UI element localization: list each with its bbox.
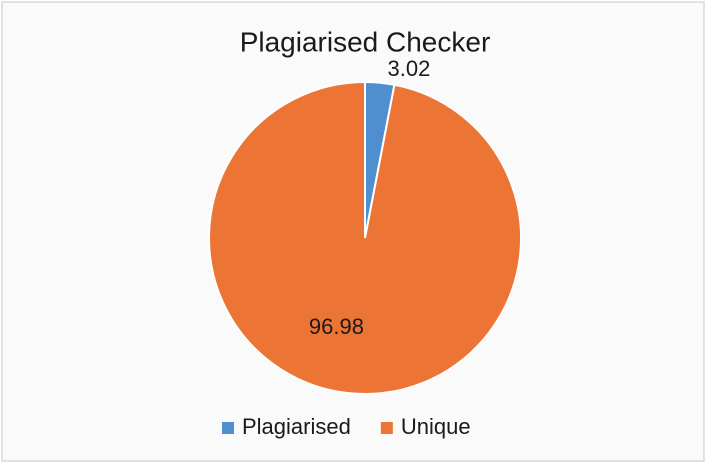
data-label: 3.02 <box>388 56 431 81</box>
pie-slice <box>208 80 522 395</box>
legend-label: Unique <box>401 414 471 439</box>
data-label: 96.98 <box>309 314 364 339</box>
legend-swatch <box>380 422 393 434</box>
legend-swatch <box>222 422 234 434</box>
legend-label: Plagiarised <box>242 414 351 439</box>
chart-title: Plagiarised Checker <box>240 26 491 57</box>
